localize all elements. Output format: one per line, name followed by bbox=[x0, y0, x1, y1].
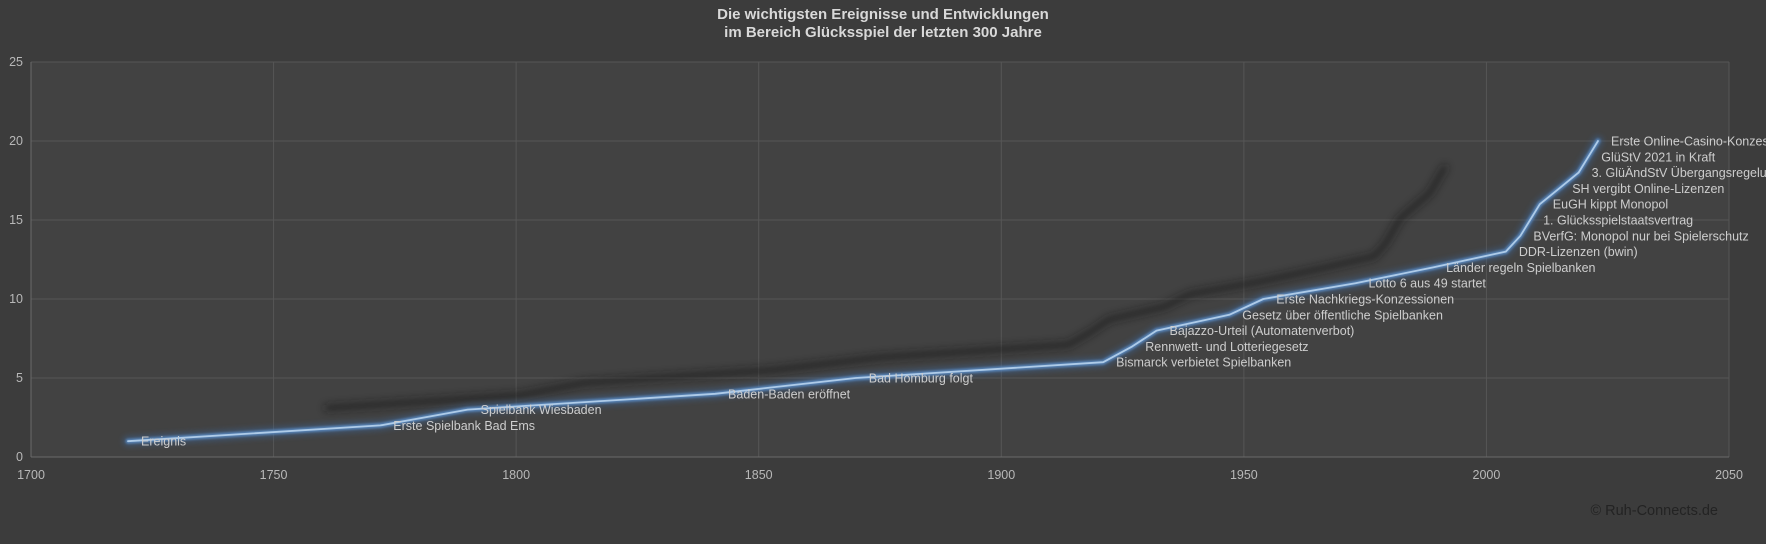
event-label: Ereignis bbox=[141, 435, 186, 449]
x-axis-tick-label: 1900 bbox=[987, 468, 1015, 482]
y-axis-tick-label: 15 bbox=[9, 213, 23, 227]
event-label: Erste Spielbank Bad Ems bbox=[393, 419, 535, 433]
event-label: EuGH kippt Monopol bbox=[1553, 198, 1668, 212]
event-label: Erste Nachkriegs-Konzessionen bbox=[1276, 293, 1454, 307]
x-axis-tick-label: 2050 bbox=[1715, 468, 1743, 482]
x-axis-tick-label: 1750 bbox=[260, 468, 288, 482]
event-label: Bajazzo-Urteil (Automatenverbot) bbox=[1170, 324, 1355, 338]
copyright-text: © Ruh-Connects.de bbox=[1590, 503, 1718, 519]
x-axis-tick-label: 1850 bbox=[745, 468, 773, 482]
x-axis-tick-label: 1700 bbox=[17, 468, 45, 482]
event-line-shadow bbox=[323, 164, 1448, 412]
x-axis-tick-label: 1800 bbox=[502, 468, 530, 482]
event-label: Rennwett- und Lotteriegesetz bbox=[1145, 340, 1308, 354]
event-label: Länder regeln Spielbanken bbox=[1446, 261, 1595, 275]
event-label: SH vergibt Online-Lizenzen bbox=[1572, 182, 1724, 196]
event-label: BVerfG: Monopol nur bei Spielerschutz bbox=[1533, 229, 1748, 243]
event-label: 3. GlüÄndStV Übergangsregelung bbox=[1592, 166, 1766, 180]
x-axis-tick-label: 1950 bbox=[1230, 468, 1258, 482]
event-label: 1. Glücksspielstaatsvertrag bbox=[1543, 214, 1693, 228]
x-axis-tick-label: 2000 bbox=[1473, 468, 1501, 482]
event-label: Spielbank Wiesbaden bbox=[481, 403, 602, 417]
y-axis-tick-label: 25 bbox=[9, 55, 23, 69]
y-axis-tick-label: 20 bbox=[9, 134, 23, 148]
event-label: Lotto 6 aus 49 startet bbox=[1368, 277, 1486, 291]
chart-title-line1: Die wichtigsten Ereignisse und Entwicklu… bbox=[717, 6, 1049, 23]
event-label: Bismarck verbietet Spielbanken bbox=[1116, 356, 1291, 370]
event-line bbox=[127, 140, 1599, 443]
chart-title: Die wichtigsten Ereignisse und Entwicklu… bbox=[0, 6, 1766, 42]
y-axis-tick-label: 10 bbox=[9, 292, 23, 306]
event-label: Gesetz über öffentliche Spielbanken bbox=[1242, 308, 1443, 322]
event-label: Erste Online-Casino-Konzessionen bbox=[1611, 135, 1766, 149]
chart-title-line2: im Bereich Glücksspiel der letzten 300 J… bbox=[724, 24, 1042, 41]
event-label: GlüStV 2021 in Kraft bbox=[1601, 150, 1715, 164]
event-label: Bad Homburg folgt bbox=[869, 372, 974, 386]
event-label: DDR-Lizenzen (bwin) bbox=[1519, 245, 1638, 259]
y-axis-tick-label: 0 bbox=[16, 450, 23, 464]
event-label: Baden-Baden eröffnet bbox=[728, 387, 851, 401]
y-axis-tick-label: 5 bbox=[16, 371, 23, 385]
